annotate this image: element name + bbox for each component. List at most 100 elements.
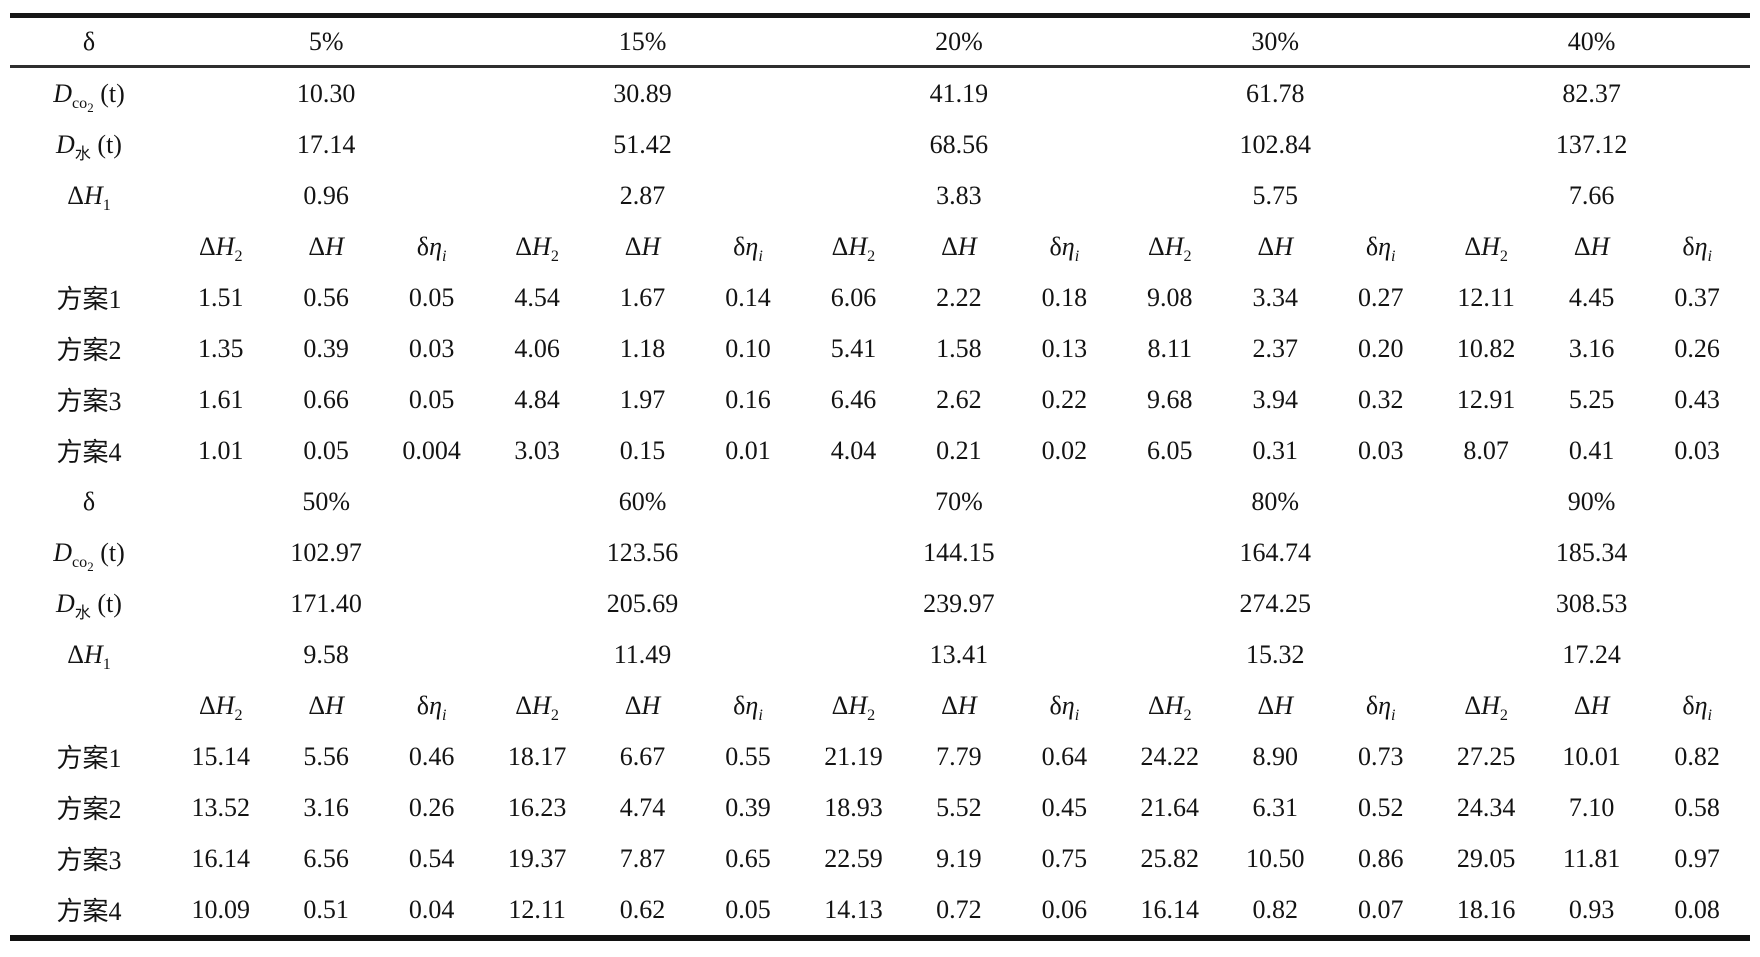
scheme-value: 0.01 (725, 435, 771, 465)
spacer-cell (1328, 578, 1433, 629)
scheme-value: 0.16 (725, 384, 771, 414)
delta-eta-column-header: δηi (1682, 690, 1712, 724)
scheme-value: 1.18 (619, 333, 666, 363)
spacer-cell (695, 578, 800, 629)
scheme-value: 16.14 (191, 843, 250, 873)
scheme-value: 3.34 (1252, 282, 1299, 312)
spacer-cell (1433, 119, 1538, 170)
scheme-value: 1.01 (197, 435, 244, 465)
d-co2-value: 61.78 (1246, 78, 1305, 108)
d-co2-value: 10.30 (296, 78, 356, 108)
scheme-row: 方案2 1.35 0.39 0.03 4.06 1.18 0.10 5.41 1.58 0.13 8… (10, 323, 1750, 374)
scheme-label: 方案2 (56, 795, 122, 824)
d-co2-label: Dco2 (t) (53, 78, 125, 115)
spacer-cell (379, 67, 484, 120)
delta-eta-column-header: δηi (1049, 231, 1080, 265)
spacer-cell (1117, 170, 1222, 221)
scheme-value: 0.39 (725, 792, 771, 822)
delta-percentage: 60% (618, 486, 667, 516)
scheme-value: 0.75 (1041, 843, 1088, 873)
spacer-cell (1117, 578, 1222, 629)
scheme-value: 0.05 (408, 282, 455, 312)
delta-h1-label: ΔH1 (67, 639, 111, 673)
scheme-value: 19.37 (507, 843, 567, 873)
scheme-value: 24.34 (1456, 792, 1516, 822)
scheme-value: 0.62 (619, 894, 666, 924)
scheme-value: 0.72 (936, 894, 982, 924)
scheme-label: 方案2 (56, 336, 122, 365)
scheme-value: 0.58 (1674, 792, 1720, 822)
scheme-value: 9.19 (936, 843, 982, 873)
scheme-value: 0.82 (1674, 741, 1720, 771)
scheme-row: 方案3 1.61 0.66 0.05 4.84 1.97 0.16 6.46 2.62 0.22 9… (10, 374, 1750, 425)
delta-eta-column-header: δηi (416, 690, 447, 724)
table-body: δ 5% 15% 20% 30% 40% Dco2 (t) 10.30 30.89 41.19 61… (10, 15, 1750, 939)
spacer-cell (10, 680, 168, 731)
spacer-cell (1433, 15, 1539, 68)
scheme-value: 0.10 (725, 333, 771, 363)
spacer-cell (168, 578, 273, 629)
scheme-row: 方案4 1.01 0.05 0.004 3.03 0.15 0.01 4.04 0.21 0.02… (10, 425, 1750, 476)
delta-eta-column-header: δηi (1365, 690, 1396, 724)
delta-h1-value: 0.96 (303, 180, 349, 210)
scheme-value: 0.22 (1041, 384, 1088, 414)
delta-h2-column-header: ΔH2 (1464, 690, 1508, 724)
scheme-value: 1.67 (619, 282, 666, 312)
spacer-cell (1012, 476, 1117, 527)
spacer-cell (1117, 476, 1222, 527)
spacer-cell (1012, 629, 1117, 680)
spacer-cell (1644, 119, 1750, 170)
spacer-cell (1328, 119, 1433, 170)
delta-h-column-header: ΔH (624, 231, 661, 261)
scheme-row: 方案1 15.14 5.56 0.46 18.17 6.67 0.55 21.19 7.79 0.… (10, 731, 1750, 782)
scheme-value: 16.14 (1140, 894, 1200, 924)
scheme-row: 方案4 10.09 0.51 0.04 12.11 0.62 0.05 14.13 0.72 0.… (10, 884, 1750, 938)
scheme-value: 11.81 (1562, 843, 1621, 873)
spacer-cell (484, 527, 589, 578)
scheme-row: 方案3 16.14 6.56 0.54 19.37 7.87 0.65 22.59 9.19 0.… (10, 833, 1750, 884)
scheme-value: 7.79 (936, 741, 982, 771)
scheme-value: 0.13 (1041, 333, 1088, 363)
scheme-value: 0.02 (1041, 435, 1088, 465)
scheme-value: 10.50 (1246, 843, 1305, 873)
delta-eta-column-header: δηi (733, 231, 763, 265)
d-co2-value: 41.19 (929, 78, 989, 108)
scheme-value: 1.61 (197, 384, 244, 414)
scheme-value: 21.64 (1140, 792, 1200, 822)
d-co2-label: Dco2 (t) (53, 537, 125, 574)
scheme-value: 3.16 (303, 792, 349, 822)
d-water-value: 239.97 (923, 588, 995, 618)
scheme-value: 16.23 (507, 792, 567, 822)
spacer-cell (1012, 119, 1117, 170)
scheme-value: 6.46 (830, 384, 877, 414)
delta-percentage: 5% (273, 15, 379, 68)
spacer-cell (695, 629, 800, 680)
scheme-value: 8.90 (1252, 741, 1299, 771)
scheme-label: 方案3 (56, 846, 122, 875)
scheme-value: 27.25 (1456, 741, 1516, 771)
scheme-value: 18.93 (824, 792, 883, 822)
scheme-value: 0.20 (1357, 333, 1404, 363)
d-co2-value: 82.37 (1562, 78, 1621, 108)
spacer-cell (1433, 527, 1538, 578)
spacer-cell (379, 476, 484, 527)
scheme-value: 0.08 (1674, 894, 1720, 924)
delta-h2-column-header: ΔH2 (831, 231, 876, 265)
d-co2-value: 30.89 (613, 78, 672, 108)
scheme-label: 方案4 (56, 897, 122, 926)
delta-h-column-header: ΔH (308, 231, 344, 261)
spacer-cell (1012, 67, 1117, 120)
delta-percentage: 80% (1251, 486, 1300, 516)
scheme-value: 6.05 (1147, 435, 1193, 465)
spacer-cell (484, 67, 589, 120)
scheme-value: 18.17 (507, 741, 567, 771)
delta-row: δ 50% 60% 70% 80% 90% (10, 476, 1750, 527)
scheme-value: 1.35 (197, 333, 244, 363)
delta-h-column-header: ΔH (1573, 690, 1610, 720)
spacer-cell (801, 476, 906, 527)
spacer-cell (801, 629, 906, 680)
scheme-value: 0.51 (303, 894, 349, 924)
delta-h-column-header: ΔH (1573, 231, 1610, 261)
spacer-cell (1644, 67, 1750, 120)
